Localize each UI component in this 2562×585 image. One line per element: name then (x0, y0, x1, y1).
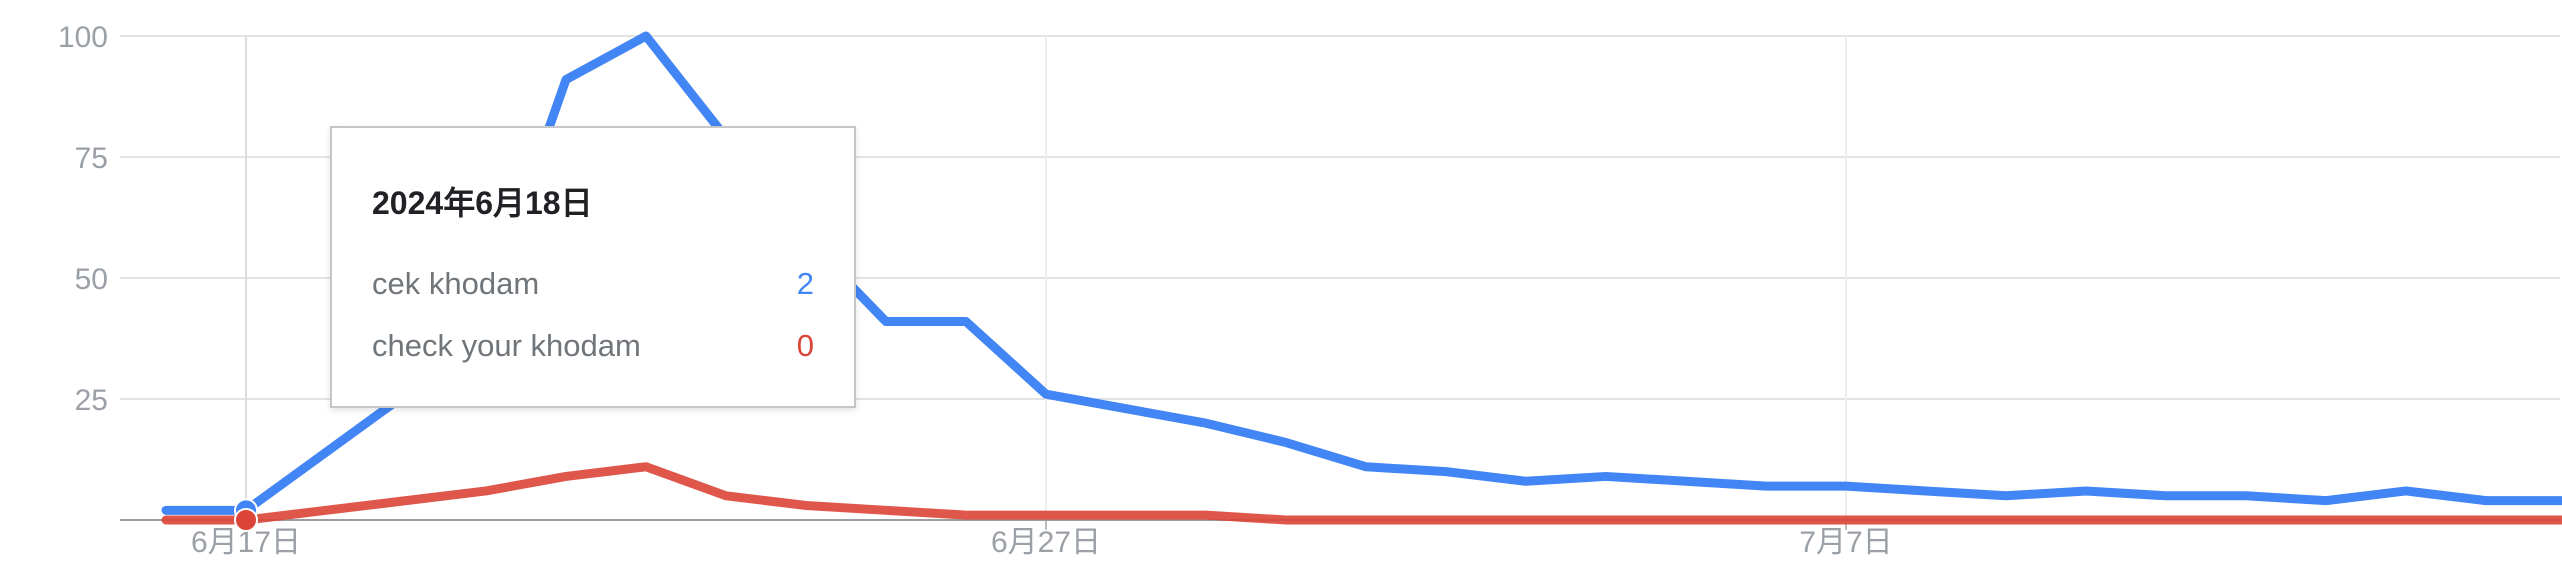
x-tick-label: 7月7日 (1799, 526, 1892, 559)
tooltip-row-check-your-khodam: check your khodam 0 (372, 328, 814, 368)
x-tick-label: 6月27日 (991, 526, 1101, 559)
y-tick-label: 100 (58, 21, 108, 54)
series-line-check-your-khodam (161, 462, 2562, 525)
tooltip-series-name: cek khodam (372, 266, 540, 301)
y-tick-label: 50 (75, 263, 108, 296)
y-tick-label: 75 (75, 142, 108, 175)
hover-point-marker (234, 508, 258, 532)
tooltip-series-value: 2 (796, 266, 814, 301)
y-tick-label: 25 (75, 384, 108, 417)
tooltip-series-value: 0 (796, 328, 814, 363)
tooltip-row-cek-khodam: cek khodam 2 (372, 266, 814, 306)
tooltip-date: 2024年6月18日 (372, 185, 593, 221)
hover-tooltip: 2024年6月18日 cek khodam 2 check your khoda… (330, 126, 856, 408)
series-line-cek-khodam (161, 31, 2562, 515)
tooltip-series-name: check your khodam (372, 328, 641, 363)
